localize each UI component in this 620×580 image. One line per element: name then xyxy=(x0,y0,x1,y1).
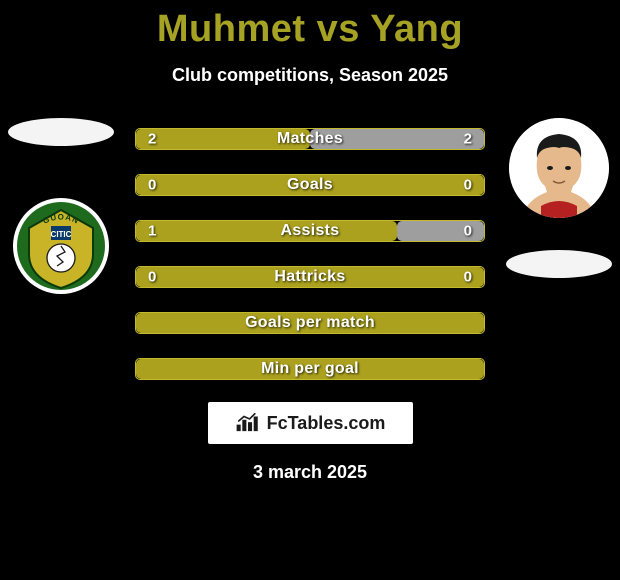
stat-value-left: 1 xyxy=(148,223,156,240)
player-photo-icon xyxy=(509,118,609,218)
stat-value-right: 0 xyxy=(464,177,472,194)
stat-row: Hattricks00 xyxy=(135,266,485,288)
page-title: Muhmet vs Yang xyxy=(0,0,620,51)
subtitle: Club competitions, Season 2025 xyxy=(0,65,620,86)
stat-row: Goals00 xyxy=(135,174,485,196)
right-side-panel xyxy=(504,118,614,278)
stat-bar-left xyxy=(136,175,484,195)
stat-bar-right xyxy=(310,129,484,149)
left-team-crest: CITIC GUOAN xyxy=(11,196,111,296)
stat-bar-left xyxy=(136,129,310,149)
left-player-ellipse xyxy=(8,118,114,146)
player-b-name: Yang xyxy=(370,8,463,50)
svg-text:CITIC: CITIC xyxy=(51,230,72,239)
stat-row: Goals per match xyxy=(135,312,485,334)
crest-icon: CITIC GUOAN xyxy=(11,196,111,296)
stat-value-right: 0 xyxy=(464,269,472,286)
stat-bar-left xyxy=(136,359,484,379)
right-player-ellipse xyxy=(506,250,612,278)
stats-container: Matches22Goals00Assists10Hattricks00Goal… xyxy=(135,128,485,380)
stat-bar-left xyxy=(136,313,484,333)
comparison-infographic: Muhmet vs Yang Club competitions, Season… xyxy=(0,0,620,580)
stat-value-right: 2 xyxy=(464,131,472,148)
stat-value-left: 2 xyxy=(148,131,156,148)
stat-row: Matches22 xyxy=(135,128,485,150)
player-a-name: Muhmet xyxy=(157,8,306,50)
stat-bar-left xyxy=(136,221,397,241)
stat-value-right: 0 xyxy=(464,223,472,240)
stat-bar-left xyxy=(136,267,484,287)
vs-separator: vs xyxy=(306,8,371,50)
stat-value-left: 0 xyxy=(148,269,156,286)
stat-value-left: 0 xyxy=(148,177,156,194)
footer-date: 3 march 2025 xyxy=(0,462,620,483)
left-side-panel: CITIC GUOAN xyxy=(6,118,116,296)
stat-row: Min per goal xyxy=(135,358,485,380)
stat-row: Assists10 xyxy=(135,220,485,242)
brand-text: FcTables.com xyxy=(267,413,386,434)
right-player-photo xyxy=(509,118,609,218)
brand-chart-icon xyxy=(235,413,261,433)
brand-badge: FcTables.com xyxy=(208,402,413,444)
